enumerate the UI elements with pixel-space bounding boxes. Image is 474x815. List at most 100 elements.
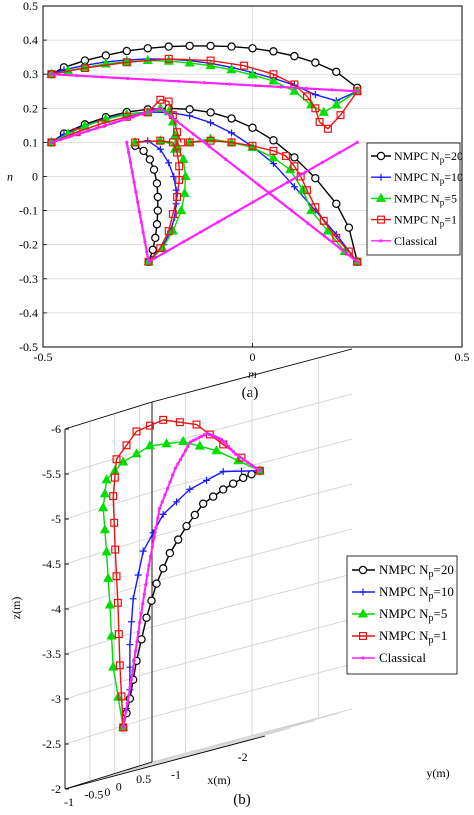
legend-subscript: p (429, 591, 434, 602)
point-classical (322, 234, 327, 238)
point-3d-classical (231, 450, 235, 454)
point-3d-classical (186, 444, 190, 448)
point-np1 (332, 233, 341, 242)
z-tick-label: -5.5 (42, 467, 61, 481)
point-3d-np1 (109, 492, 118, 501)
point-3d-np1 (145, 421, 154, 430)
grid-line (151, 528, 353, 583)
point-np20 (227, 114, 236, 123)
point-classical (77, 132, 81, 136)
legend-marker-np10 (359, 588, 367, 596)
point-np20 (185, 105, 194, 114)
point-classical (279, 85, 283, 89)
point-classical (100, 75, 104, 79)
point-3d-classical (176, 462, 180, 466)
grid-line (151, 573, 353, 628)
point-classical (175, 119, 179, 123)
legend-label-classical: Classical (394, 234, 438, 248)
point-3d-classical (145, 573, 149, 577)
point-3d-np10 (219, 467, 227, 475)
point-np10 (207, 119, 215, 127)
point-np5 (179, 188, 190, 198)
point-3d-classical (138, 621, 142, 625)
point-3d-np1 (112, 455, 121, 464)
legend-marker-np5 (357, 608, 369, 618)
point-3d-classical (127, 693, 131, 698)
series-np20 (47, 41, 362, 266)
point-classical (141, 230, 145, 234)
y-axis (64, 735, 266, 790)
point-3d-classical (147, 564, 151, 568)
y-tick-label: -0.1 (19, 204, 38, 218)
point-np5 (306, 205, 317, 215)
legend-label-np1: NMPC Np=1 (379, 628, 447, 646)
legend-marker-np1 (377, 215, 386, 224)
legend-label-np5: NMPC Np=5 (394, 191, 457, 207)
point-classical (86, 129, 90, 133)
point-np1 (206, 136, 215, 145)
point-3d-np1 (113, 598, 122, 607)
point-np20 (145, 155, 155, 164)
point-classical (104, 123, 108, 127)
grid-line (64, 491, 153, 520)
point-classical (137, 210, 142, 214)
series-np10 (47, 55, 361, 266)
point-np1 (131, 138, 140, 147)
series-line-classical (125, 141, 358, 264)
point-np1 (164, 54, 173, 63)
x-axis-label: x(m) (207, 773, 230, 787)
point-3d-classical (163, 493, 167, 497)
point-np5 (247, 69, 258, 79)
legend-marker-np20 (358, 565, 368, 575)
legend-subscript: p (440, 197, 445, 207)
point-3d-classical (132, 659, 136, 663)
point-np20 (143, 44, 152, 53)
legend-label-np20: NMPC Np=20 (394, 149, 463, 165)
point-np1 (302, 186, 311, 195)
point-classical (132, 180, 136, 184)
point-np5 (268, 75, 279, 85)
grid-line (64, 716, 153, 745)
point-classical (134, 190, 138, 194)
legend-label-np1: NMPC Np=1 (394, 213, 457, 229)
legend-marker-np1 (359, 631, 368, 640)
point-np5 (167, 225, 178, 235)
point-3d-classical (171, 473, 175, 477)
point-3d-classical (238, 455, 242, 459)
point-np1 (336, 111, 345, 120)
point-np5 (178, 153, 189, 163)
legend-label-classical: Classical (379, 650, 426, 665)
point-classical (273, 196, 277, 200)
point-np5 (268, 152, 279, 162)
point-np20 (148, 245, 157, 255)
legend-marker-classical (361, 656, 365, 660)
point-3d-np20 (137, 635, 146, 644)
point-3d-np5 (104, 599, 115, 609)
point-3d-classical (173, 466, 177, 470)
legend-text: NMPC N (394, 213, 440, 227)
point-3d-classical (234, 452, 238, 456)
series-line-3d-np1 (112, 419, 261, 728)
z-tick-label: -4.5 (42, 557, 61, 571)
point-3d-classical (121, 725, 125, 730)
point-3d-np5 (131, 448, 142, 458)
point-np1 (168, 210, 177, 219)
legend-text: =20 (444, 149, 463, 163)
point-classical (191, 132, 195, 136)
y-tick-label: -0.4 (19, 306, 38, 320)
point-classical (125, 140, 129, 144)
point-3d-classical (202, 433, 206, 437)
point-3d-np5 (99, 524, 110, 534)
point-classical (303, 170, 307, 174)
point-3d-classical (222, 440, 226, 444)
point-np5 (205, 133, 216, 143)
point-classical (145, 250, 149, 254)
point-3d-np1 (255, 466, 264, 475)
point-3d-classical (152, 535, 156, 539)
point-3d-np10 (126, 663, 134, 671)
point-np1 (315, 117, 324, 126)
legend-text: NMPC N (379, 628, 429, 643)
point-np5 (318, 106, 329, 116)
point-np1 (156, 95, 165, 104)
